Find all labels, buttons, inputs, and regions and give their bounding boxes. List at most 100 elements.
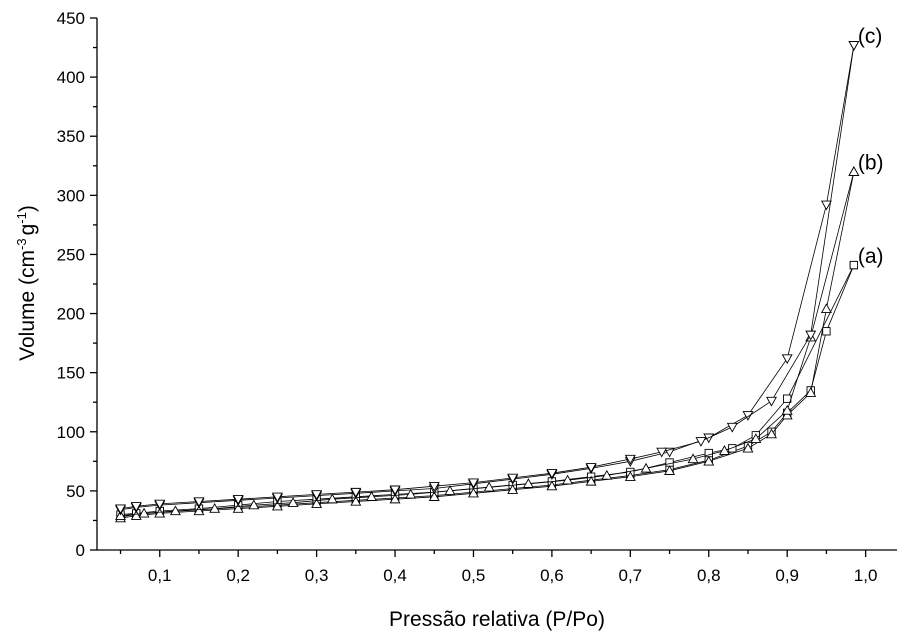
data-point — [585, 463, 597, 473]
data-point — [193, 497, 205, 508]
data-point — [781, 404, 793, 415]
plot-area: (a) (b) (c) — [115, 25, 884, 523]
series-label: (b) — [858, 152, 884, 175]
data-point — [687, 453, 699, 464]
x-tick-label: 0,9 — [775, 566, 799, 585]
data-point — [601, 469, 613, 480]
data-point — [350, 487, 362, 498]
data-point — [389, 485, 401, 496]
y-axis-title-superscript-2: -1 — [14, 212, 29, 224]
data-point — [232, 495, 244, 505]
data-point — [507, 484, 519, 494]
y-tick-label: 400 — [57, 68, 85, 87]
series-label: (c) — [858, 25, 883, 48]
data-point — [154, 507, 166, 518]
data-point — [350, 495, 362, 506]
y-tick-label: 150 — [57, 364, 85, 383]
data-point — [483, 481, 495, 492]
x-tick-label: 0,1 — [148, 566, 172, 585]
data-point — [695, 437, 707, 447]
series-line-adsorption — [120, 264, 855, 518]
data-point — [703, 455, 715, 466]
data-point — [726, 422, 738, 433]
y-tick-label: 0 — [76, 541, 85, 560]
data-point — [468, 487, 479, 498]
data-point — [232, 503, 244, 513]
x-tick-label: 0,4 — [383, 566, 407, 585]
series-line-adsorption — [120, 45, 855, 511]
data-point — [728, 444, 737, 453]
y-tick-label: 450 — [57, 9, 85, 28]
data-point — [656, 447, 668, 458]
data-point — [444, 485, 456, 496]
y-tick-label: 50 — [66, 482, 85, 501]
y-tick-label: 200 — [57, 305, 85, 324]
data-point — [750, 433, 762, 444]
data-point — [468, 478, 479, 489]
data-point — [664, 465, 676, 475]
data-point — [507, 473, 519, 484]
data-point — [546, 469, 558, 479]
data-point — [849, 260, 859, 270]
data-point — [248, 499, 260, 510]
data-point — [287, 497, 299, 507]
data-point — [781, 354, 793, 365]
data-point — [138, 507, 150, 518]
data-point — [848, 41, 860, 51]
x-tick-label: 0,2 — [226, 566, 250, 585]
axis-frame — [96, 18, 897, 551]
y-tick-label: 250 — [57, 245, 85, 264]
data-point — [703, 433, 715, 444]
data-point — [848, 166, 860, 176]
data-point — [130, 502, 142, 512]
y-tick-label: 100 — [57, 423, 85, 442]
data-point — [389, 493, 401, 504]
data-point — [820, 303, 832, 313]
data-point — [366, 491, 377, 501]
y-axis-title-end: ) — [16, 205, 39, 212]
series-c: (c) — [115, 25, 883, 516]
x-tick-label: 0,8 — [697, 566, 721, 585]
data-point — [624, 454, 636, 465]
data-point — [209, 503, 221, 513]
data-point — [428, 491, 440, 501]
series-b: (b) — [115, 152, 884, 523]
data-point — [311, 490, 323, 501]
series-line-desorption — [120, 45, 855, 509]
y-axis-title-unit: g — [16, 224, 39, 236]
data-point — [624, 471, 636, 481]
data-point — [640, 462, 652, 473]
x-tick-label: 1,0 — [854, 566, 878, 585]
data-point — [169, 505, 181, 516]
data-point — [585, 475, 597, 486]
data-point — [522, 478, 534, 488]
series-line-adsorption — [120, 171, 855, 519]
y-axis-title-superscript-1: -3 — [14, 238, 29, 250]
data-point — [546, 480, 558, 491]
data-point — [805, 387, 817, 397]
x-tick-label: 0,3 — [305, 566, 329, 585]
data-point — [311, 498, 323, 509]
data-point — [766, 428, 777, 439]
data-point — [271, 500, 283, 511]
y-axis-title-main: Volume (cm — [16, 250, 39, 361]
data-point — [766, 396, 777, 407]
data-point — [781, 409, 793, 420]
y-axis-title: Volume (cm-3 g-1) — [14, 205, 39, 361]
data-point — [742, 442, 754, 453]
x-axis-title: Pressão relativa (P/Po) — [389, 608, 605, 631]
data-point — [820, 200, 832, 211]
data-point — [805, 330, 817, 341]
x-tick-label: 0,7 — [619, 566, 643, 585]
data-point — [665, 458, 674, 467]
x-tick-label: 0,6 — [540, 566, 564, 585]
data-point — [822, 327, 831, 336]
axes: 0 50 100 150 200 250 300 350 400 450 0,1 0,2 0,3 0,4 0… — [57, 9, 897, 585]
data-point — [742, 411, 754, 421]
data-point — [193, 505, 205, 516]
series-label: (a) — [858, 245, 884, 268]
data-point — [271, 492, 283, 503]
y-tick-label: 300 — [57, 186, 85, 205]
data-point — [115, 504, 126, 515]
